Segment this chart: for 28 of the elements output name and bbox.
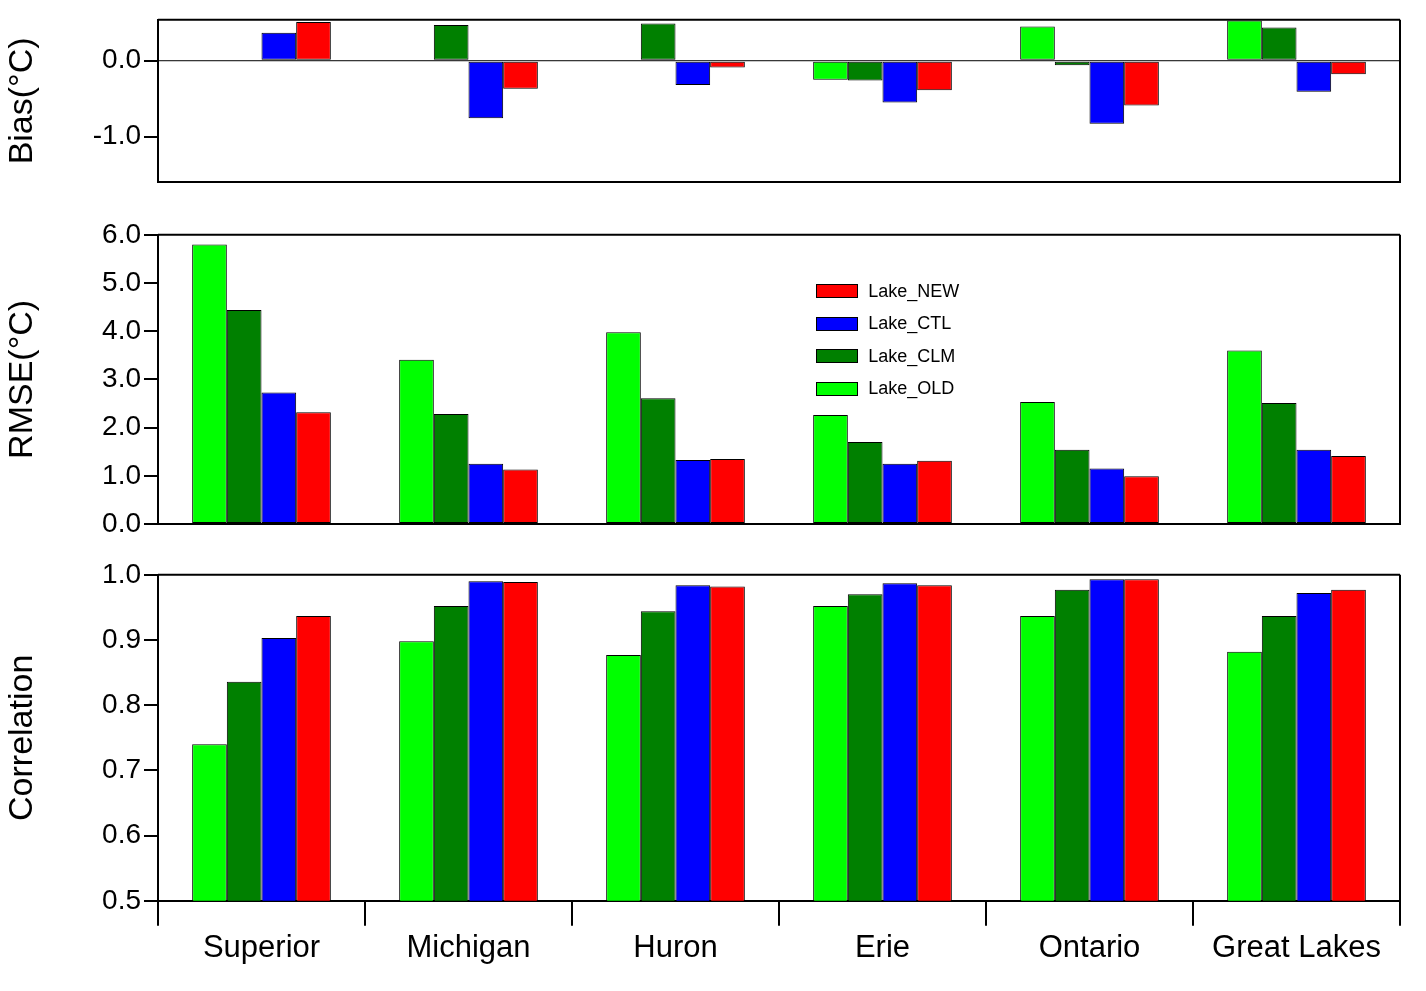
y-tick-label: 0.0: [102, 43, 141, 75]
legend-label: Lake_OLD: [868, 378, 955, 400]
legend-label: Lake_CTL: [868, 313, 952, 335]
y-axis-title: Bias(°C): [0, 37, 39, 165]
y-tick-label: 2.0: [102, 410, 141, 442]
y-tick-label: 1.0: [102, 557, 141, 589]
y-tick-label: 0.5: [102, 883, 141, 915]
y-tick-label: 1.0: [102, 458, 141, 490]
x-tick-label: Huron: [633, 928, 718, 964]
legend-label: Lake_NEW: [868, 280, 960, 302]
x-tick-label: Erie: [854, 928, 911, 964]
y-axis-title: Correlation: [0, 654, 39, 821]
y-tick-label: 0.9: [102, 622, 141, 654]
y-tick-label: 0.7: [102, 753, 141, 785]
x-tick-label: Ontario: [1038, 928, 1141, 964]
y-tick-label: 0.8: [102, 687, 141, 719]
y-tick-label: 6.0: [102, 217, 141, 249]
y-tick-label: -1.0: [92, 119, 141, 151]
legend-label: Lake_CLM: [868, 345, 956, 367]
y-tick-label: 0.0: [102, 506, 141, 538]
x-tick-label: Superior: [202, 928, 321, 964]
x-tick-label: Michigan: [406, 928, 531, 964]
y-tick-label: 5.0: [102, 265, 141, 297]
x-tick-label: Great Lakes: [1212, 928, 1381, 964]
y-axis-title: RMSE(°C): [0, 299, 39, 459]
y-tick-label: 3.0: [102, 362, 141, 394]
y-tick-label: 0.6: [102, 818, 141, 850]
y-tick-label: 4.0: [102, 313, 141, 345]
